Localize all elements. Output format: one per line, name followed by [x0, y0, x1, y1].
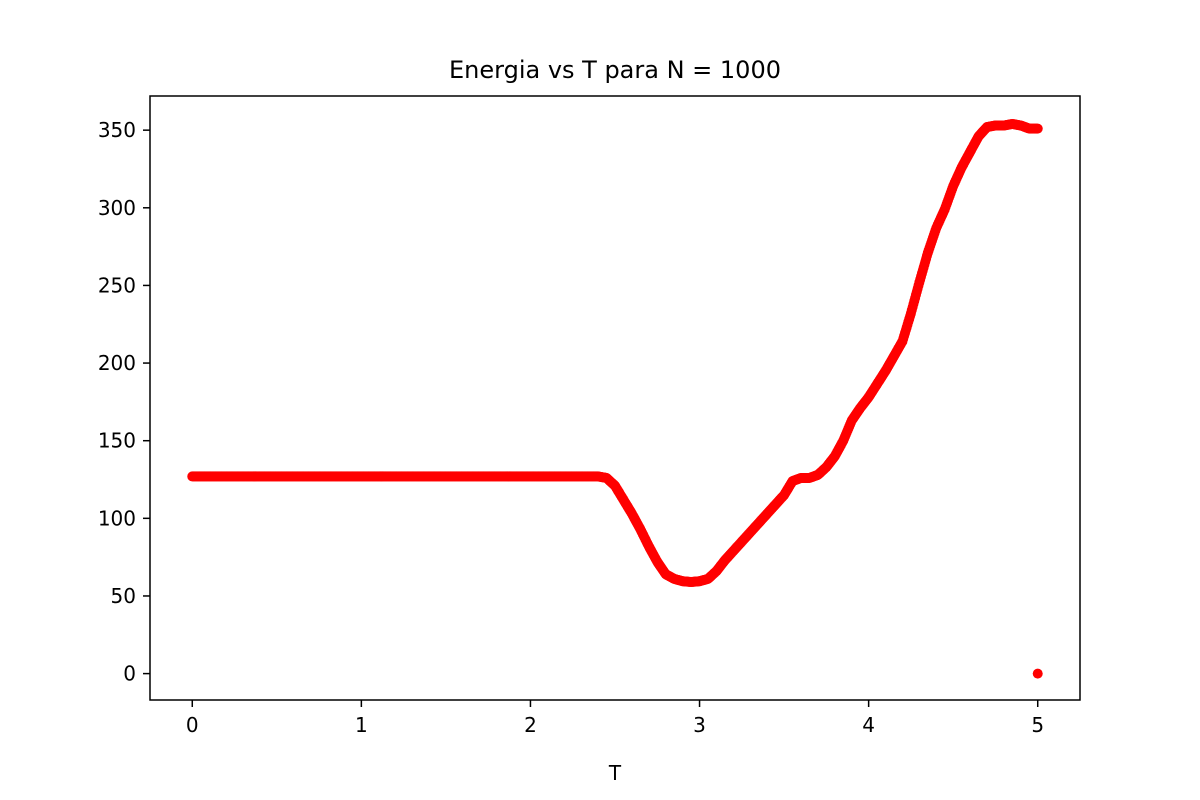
y-tick-label: 250	[98, 273, 136, 297]
x-tick-label: 1	[355, 713, 368, 737]
plot-frame	[149, 95, 1081, 701]
y-tick-label: 50	[111, 584, 136, 608]
y-tick-label: 0	[123, 662, 136, 686]
y-axis-ticks: 0 50 100 150 200 250 300 350	[98, 118, 150, 686]
y-tick-label: 350	[98, 118, 136, 142]
y-tick-label: 300	[98, 196, 136, 220]
chart-title: Energia vs T para N = 1000	[449, 56, 781, 84]
x-axis-ticks: 0 1 2 3 4 5	[186, 700, 1044, 737]
y-tick-label: 100	[98, 506, 136, 530]
outlier-point	[1032, 668, 1043, 679]
y-tick-label: 200	[98, 351, 136, 375]
data-points	[187, 118, 1043, 679]
x-tick-label: 3	[693, 713, 706, 737]
x-tick-label: 4	[862, 713, 875, 737]
x-tick-label: 2	[524, 713, 537, 737]
x-axis-label: T	[608, 761, 622, 785]
x-tick-label: 5	[1031, 713, 1044, 737]
x-tick-label: 0	[186, 713, 199, 737]
y-tick-label: 150	[98, 429, 136, 453]
data-point	[1032, 123, 1043, 134]
